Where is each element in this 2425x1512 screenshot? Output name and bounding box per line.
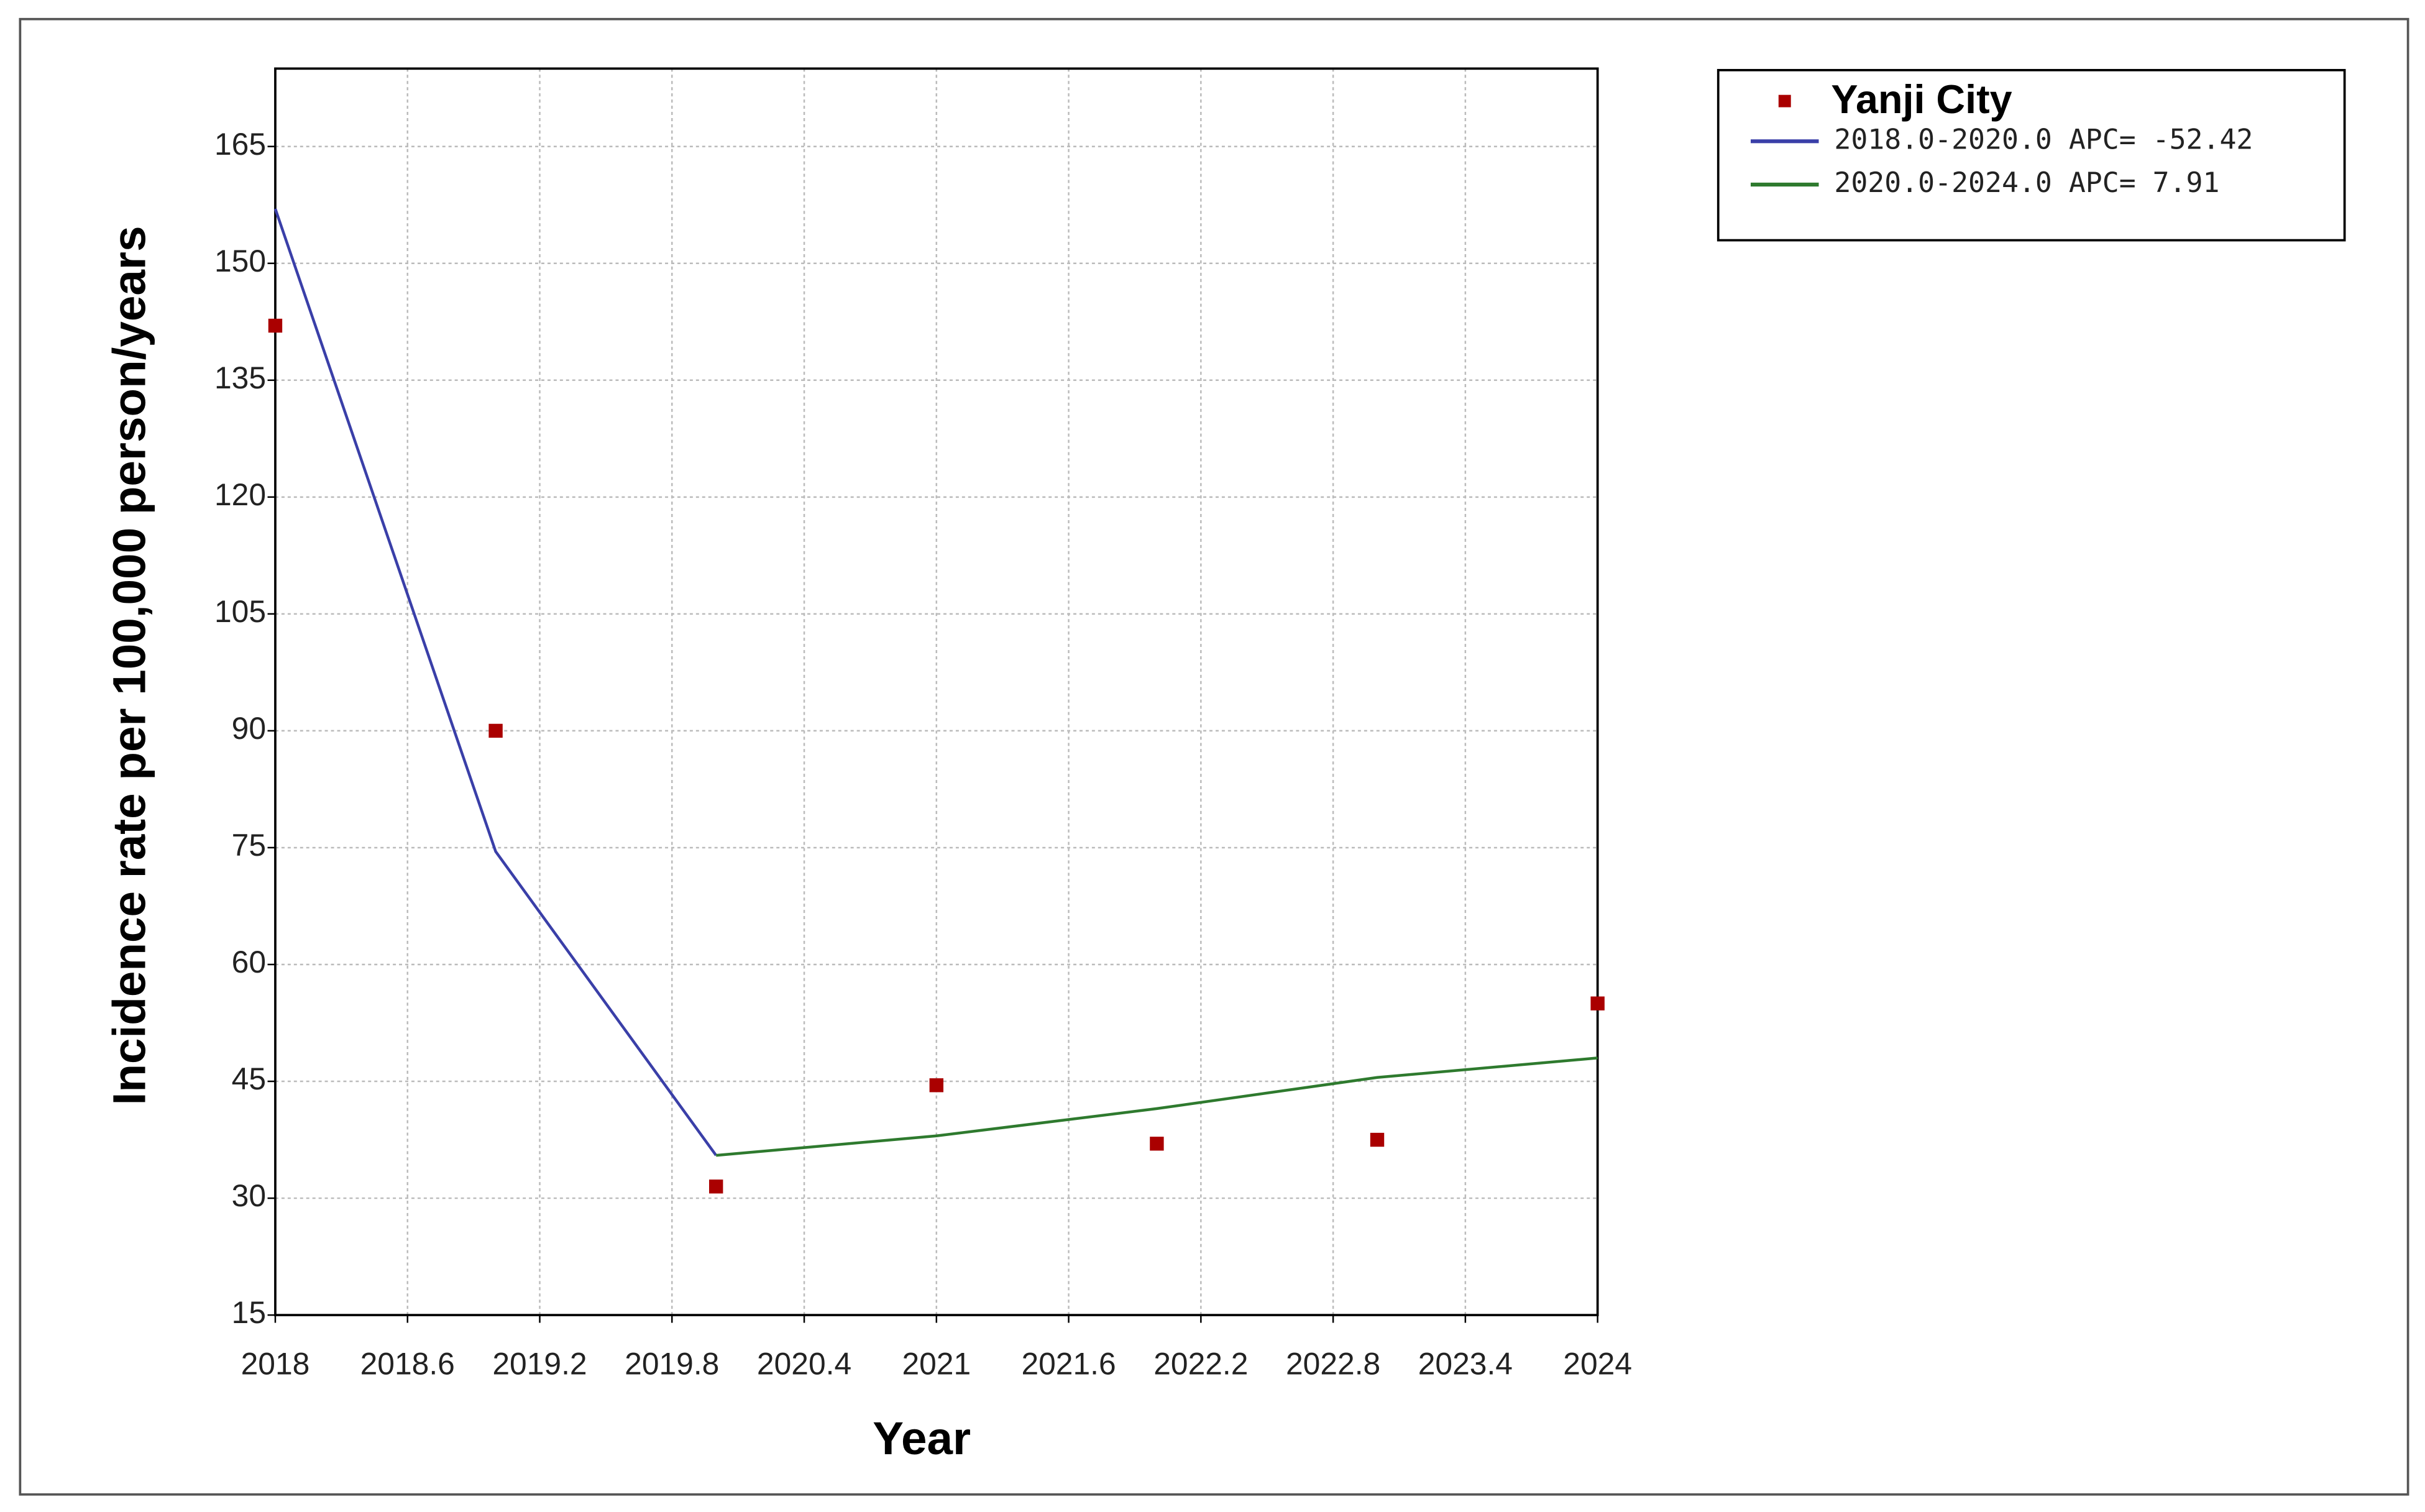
data-point (929, 1078, 943, 1093)
data-point (708, 1180, 723, 1194)
legend-label: 2018.0-2020.0 APC= -52.42 (1834, 122, 2253, 155)
y-tick-label: 105 (214, 594, 266, 629)
trend-line (715, 1056, 1598, 1157)
legend-label: Yanji City (1831, 76, 2012, 122)
x-tick-label: 2018.6 (360, 1346, 455, 1381)
data-point (1370, 1132, 1385, 1147)
x-tick-label: 2022.8 (1286, 1346, 1380, 1381)
legend-marker (1778, 94, 1791, 108)
x-tick-label: 2021.6 (1021, 1346, 1116, 1381)
x-tick-label: 2019.2 (492, 1346, 587, 1381)
x-tick-label: 2022.2 (1153, 1346, 1248, 1381)
y-tick-label: 165 (214, 127, 266, 162)
x-tick-label: 2023.4 (1418, 1346, 1513, 1381)
y-tick-label: 150 (214, 244, 266, 278)
y-tick-label: 60 (232, 945, 266, 979)
y-axis-label: Incidence rate per 100,000 person/years (103, 226, 155, 1106)
x-tick-label: 2019.8 (625, 1346, 719, 1381)
data-point (1590, 996, 1605, 1010)
plot-frame (274, 67, 1599, 1316)
x-tick-label: 2024 (1563, 1346, 1632, 1381)
data-point (268, 318, 283, 333)
figure-frame (19, 17, 2409, 1496)
y-tick-label: 135 (214, 360, 266, 395)
x-tick-label: 2021 (902, 1346, 971, 1381)
legend-label: 2020.0-2024.0 APC= 7.91 (1834, 166, 2219, 199)
y-tick-label: 120 (214, 477, 266, 512)
x-tick-label: 2018 (241, 1346, 310, 1381)
legend-box (1717, 68, 2346, 242)
data-point (488, 723, 503, 738)
y-tick-label: 90 (232, 711, 266, 746)
y-tick-label: 15 (232, 1295, 266, 1330)
trend-line (273, 208, 717, 1157)
y-tick-label: 45 (232, 1061, 266, 1096)
y-tick-label: 75 (232, 828, 266, 863)
x-axis-label: Year (873, 1412, 971, 1464)
y-tick-label: 30 (232, 1178, 266, 1213)
data-point (1150, 1137, 1164, 1151)
x-tick-label: 2020.4 (757, 1346, 851, 1381)
